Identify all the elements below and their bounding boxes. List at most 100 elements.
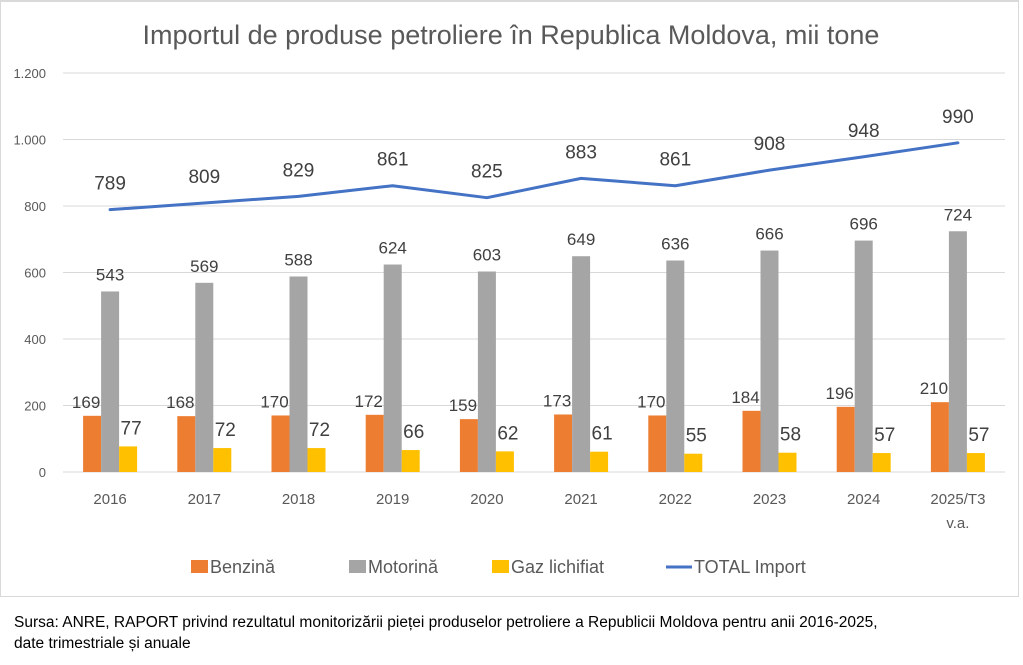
- bar-motorin-: [289, 276, 308, 472]
- bar-benzin-: [930, 402, 949, 472]
- y-tick-label: 0: [39, 465, 46, 480]
- chart-frame: [0, 0, 1019, 597]
- data-label-motorin-: 666: [755, 225, 783, 244]
- legend-item-motorin-: Motorină: [349, 557, 439, 577]
- data-label-total-import: 990: [942, 107, 974, 128]
- bar-motorin-: [854, 240, 873, 472]
- legend: Benzină Motorină Gaz lichifiat TOTAL Import: [191, 557, 806, 577]
- bar-gaz-lichifiat: [872, 453, 891, 472]
- data-label-total-import: 908: [754, 134, 786, 155]
- legend-item-benzin-: Benzină: [191, 557, 276, 577]
- bar-gaz-lichifiat: [119, 446, 138, 472]
- data-label-benzin-: 159: [449, 396, 477, 415]
- data-label-total-import: 789: [94, 174, 126, 195]
- legend-item-total-import: TOTAL Import: [666, 557, 806, 577]
- data-label-total-import: 861: [377, 150, 409, 171]
- x-tick-label: 2022: [659, 491, 692, 508]
- data-label-motorin-: 569: [190, 257, 218, 276]
- data-label-total-import: 829: [283, 160, 315, 181]
- data-label-gaz-lichifiat: 72: [215, 420, 236, 441]
- x-tick-label: 2016: [93, 491, 126, 508]
- data-label-benzin-: 210: [920, 379, 948, 398]
- data-label-motorin-: 649: [567, 230, 595, 249]
- bar-motorin-: [572, 256, 591, 472]
- bar-gaz-lichifiat: [401, 450, 420, 472]
- y-axis-ticks: 0 200 400 600 800 1.000 1.200: [13, 66, 46, 480]
- y-tick-label: 1.000: [13, 133, 46, 148]
- bar-gaz-lichifiat: [778, 452, 797, 472]
- data-label-benzin-: 170: [637, 392, 665, 411]
- y-tick-label: 200: [24, 399, 46, 414]
- bar-motorin-: [948, 231, 967, 472]
- data-label-motorin-: 624: [379, 239, 407, 258]
- bar-benzin-: [459, 419, 478, 472]
- data-label-gaz-lichifiat: 62: [497, 423, 518, 444]
- legend-swatch-gaz-lichifiat: [492, 560, 509, 573]
- bar-benzin-: [742, 410, 761, 472]
- bar-benzin-: [836, 406, 855, 472]
- y-tick-label: 600: [24, 266, 46, 281]
- source-note-line-1: Sursa: ANRE, RAPORT privind rezultatul m…: [14, 614, 878, 631]
- data-label-benzin-: 169: [72, 393, 100, 412]
- bar-motorin-: [760, 250, 779, 472]
- x-tick-label: 2021: [564, 491, 597, 508]
- bar-gaz-lichifiat: [590, 451, 609, 472]
- data-label-total-import: 861: [659, 150, 691, 171]
- data-label-benzin-: 184: [731, 388, 759, 407]
- data-label-motorin-: 603: [473, 246, 501, 265]
- x-tick-label: 2017: [188, 491, 221, 508]
- x-tick-label: 2023: [753, 491, 786, 508]
- data-label-benzin-: 168: [166, 393, 194, 412]
- bar-benzin-: [271, 415, 290, 472]
- x-axis-ticks: 2016 2017 2018 2019 2020 2021 2022 2023 2024 2025…: [93, 491, 985, 532]
- data-label-gaz-lichifiat: 55: [686, 426, 707, 447]
- legend-swatch-benzin-: [191, 560, 208, 573]
- bar-gaz-lichifiat: [684, 453, 703, 472]
- bar-gaz-lichifiat: [307, 448, 326, 472]
- bar-motorin-: [477, 271, 496, 472]
- bar-gaz-lichifiat: [966, 453, 985, 472]
- bar-benzin-: [365, 414, 384, 472]
- legend-swatch-motorin-: [349, 560, 366, 573]
- bar-motorin-: [101, 291, 120, 472]
- x-tick-label: 2020: [470, 491, 503, 508]
- data-label-total-import: 825: [471, 162, 503, 183]
- data-label-motorin-: 696: [850, 215, 878, 234]
- data-label-motorin-: 543: [96, 265, 124, 284]
- x-tick-label: v.a.: [946, 515, 969, 532]
- bar-benzin-: [177, 416, 196, 472]
- x-tick-label: 2024: [847, 491, 880, 508]
- bar-motorin-: [383, 264, 402, 472]
- data-label-benzin-: 172: [355, 392, 383, 411]
- bars: [83, 231, 985, 472]
- data-label-gaz-lichifiat: 57: [874, 425, 895, 446]
- data-label-gaz-lichifiat: 58: [780, 425, 801, 446]
- bar-benzin-: [83, 415, 102, 472]
- bar-benzin-: [648, 415, 667, 472]
- data-label-gaz-lichifiat: 77: [121, 418, 142, 439]
- chart-title: Importul de produse petroliere în Republ…: [143, 20, 880, 50]
- data-label-gaz-lichifiat: 57: [968, 425, 989, 446]
- chart-canvas: Importul de produse petroliere în Republ…: [13, 20, 1005, 577]
- data-label-motorin-: 636: [661, 235, 689, 254]
- legend-label: Benzină: [210, 557, 276, 577]
- data-label-total-import: 883: [565, 142, 597, 163]
- y-tick-label: 1.200: [13, 66, 46, 81]
- x-tick-label: 2019: [376, 491, 409, 508]
- data-label-benzin-: 173: [543, 391, 571, 410]
- source-note-line-2: date trimestriale și anuale: [14, 635, 191, 652]
- legend-label: Motorină: [368, 557, 439, 577]
- bar-motorin-: [195, 282, 214, 472]
- y-tick-label: 400: [24, 332, 46, 347]
- data-label-gaz-lichifiat: 66: [403, 422, 424, 443]
- data-label-total-import: 948: [848, 121, 880, 142]
- data-label-motorin-: 588: [284, 250, 312, 269]
- source-note: Sursa: ANRE, RAPORT privind rezultatul m…: [14, 612, 1014, 654]
- bar-motorin-: [666, 260, 685, 472]
- legend-label: TOTAL Import: [694, 557, 806, 577]
- data-label-gaz-lichifiat: 61: [592, 424, 613, 445]
- legend-label: Gaz lichifiat: [511, 557, 604, 577]
- bar-gaz-lichifiat: [213, 448, 232, 472]
- data-label-motorin-: 724: [944, 205, 972, 224]
